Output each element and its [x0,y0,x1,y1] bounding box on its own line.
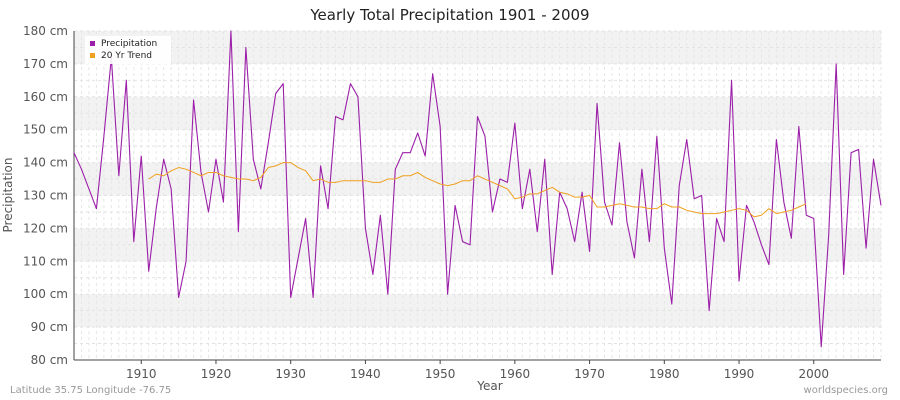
tick-labels: 80 cm 90 cm 100 cm 110 cm 120 cm 130 cm 140 cm… [23,24,829,381]
series-layer [73,30,882,348]
x-tick-label: 1920 [201,367,232,381]
y-tick-label: 110 cm [23,254,68,268]
legend-swatch [90,53,95,58]
y-axis-label: Precipitation [1,157,15,232]
chart-title: Yearly Total Precipitation 1901 - 2009 [310,6,590,24]
y-tick-label: 180 cm [23,24,68,38]
x-tick-label: 1940 [350,367,381,381]
axes [73,31,881,364]
x-tick-label: 1950 [425,367,456,381]
series-trend-line [148,162,807,218]
footer-source: worldspecies.org [803,385,888,396]
y-tick-label: 90 cm [31,320,68,334]
legend-label: Precipitation [101,39,157,49]
y-tick-label: 100 cm [23,287,68,301]
y-tick-label: 80 cm [31,353,68,367]
y-tick-label: 150 cm [23,123,68,137]
x-tick-label: 1990 [724,367,755,381]
x-tick-label: 1960 [500,367,531,381]
x-tick-label: 2000 [798,367,829,381]
series-precipitation-line [73,30,882,348]
legend-swatch [90,41,95,46]
x-tick-label: 1910 [126,367,157,381]
y-tick-label: 140 cm [23,156,68,170]
y-tick-label: 130 cm [23,189,68,203]
x-tick-label: 1930 [275,367,306,381]
x-tick-label: 1980 [649,367,680,381]
x-tick-label: 1970 [574,367,605,381]
legend-box [85,36,171,64]
y-tick-label: 160 cm [23,90,68,104]
legend: Precipitation 20 Yr Trend [85,36,171,64]
y-tick-label: 120 cm [23,221,68,235]
legend-label: 20 Yr Trend [101,51,152,61]
x-axis-label: Year [476,379,502,393]
y-tick-label: 170 cm [23,57,68,71]
footer-coordinates: Latitude 35.75 Longitude -76.75 [10,385,172,396]
grid-lines [73,30,882,361]
